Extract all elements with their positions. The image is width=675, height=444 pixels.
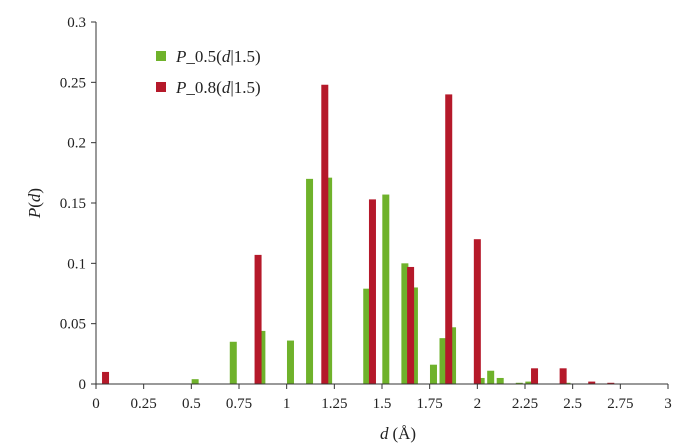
bars-layer: [102, 84, 615, 385]
legend: P_0.5(d|1.5) P_0.8(d|1.5): [156, 47, 261, 97]
x-axis-title: d (Å): [380, 424, 416, 443]
bar-series-2: [473, 239, 481, 384]
x-tick-label: 1.25: [321, 396, 347, 412]
x-tick-label: 2.5: [563, 396, 582, 412]
x-tick-label: 1.5: [373, 396, 392, 412]
x-tick-label: 2: [474, 396, 482, 412]
legend-label-series-1-d: d: [222, 47, 231, 66]
legend-label-series-2: P_0.8(d|1.5): [175, 78, 261, 97]
x-tick-label: 2.75: [607, 396, 633, 412]
legend-label-series-1-given: |1.5): [230, 47, 260, 66]
x-tick-label: 1.75: [417, 396, 443, 412]
y-tick-label: 0.3: [67, 15, 86, 31]
bar-series-2: [321, 84, 329, 384]
bar-series-1: [429, 364, 437, 384]
bar-series-1: [515, 382, 523, 384]
bar-series-1: [286, 340, 294, 384]
x-tick-label: 2.25: [512, 396, 538, 412]
x-ticks: 0 0.25 0.5 0.75 1 1.25 1.5 1.75 2 2.25 2.5 2.75 3: [92, 384, 672, 412]
legend-label-series-1-p: P: [175, 47, 186, 66]
bar-series-1: [439, 338, 447, 384]
x-tick-label: 3: [664, 396, 672, 412]
y-axis-title: P(d): [25, 188, 44, 219]
bar-series-1: [401, 263, 409, 384]
bar-series-1: [410, 287, 418, 384]
bar-series-1: [496, 377, 504, 384]
legend-swatch-series-2: [156, 82, 166, 92]
legend-label-series-1-sub: _0.5(: [185, 47, 222, 66]
bar-series-2: [531, 368, 539, 384]
bar-series-2: [368, 199, 376, 384]
x-tick-label: 0.25: [131, 396, 157, 412]
y-axis-title-p: P: [25, 208, 44, 219]
legend-label-series-2-sub: _0.8(: [185, 78, 222, 97]
bar-series-1: [191, 379, 199, 384]
y-tick-label: 0.15: [60, 196, 86, 212]
x-tick-label: 0.75: [226, 396, 252, 412]
bar-series-2: [588, 381, 596, 384]
y-axis-title-close: ): [25, 188, 44, 194]
bar-series-1: [382, 194, 390, 384]
bar-series-2: [607, 382, 615, 384]
bar-series-2: [102, 371, 110, 384]
y-axis-title-variable: d: [25, 193, 44, 202]
bar-series-1: [487, 370, 495, 384]
legend-label-series-2-p: P: [175, 78, 186, 97]
x-axis-title-unit: (Å): [392, 424, 416, 443]
bar-series-2: [254, 254, 262, 384]
y-tick-label: 0.05: [60, 317, 86, 333]
x-axis-title-variable: d: [380, 424, 389, 443]
bar-series-1: [258, 330, 266, 384]
y-axis-title-open: (: [25, 202, 44, 208]
y-ticks: 0 0.05 0.1 0.15 0.2 0.25 0.3: [60, 15, 96, 393]
bar-series-1: [363, 288, 371, 384]
bar-series-1: [477, 377, 485, 384]
legend-label-series-2-d: d: [222, 78, 231, 97]
bar-series-2: [407, 266, 415, 384]
axes-layer: [95, 22, 668, 385]
bar-series-1: [563, 382, 571, 384]
bar-series-2: [559, 368, 567, 384]
y-tick-label: 0.1: [67, 256, 86, 272]
bar-series-1: [525, 381, 533, 384]
legend-swatch-series-1: [156, 51, 166, 61]
legend-item-series-2: P_0.8(d|1.5): [156, 78, 261, 97]
x-tick-label: 0.5: [182, 396, 201, 412]
y-tick-label: 0: [79, 377, 87, 393]
bar-series-1: [449, 327, 457, 384]
legend-label-series-1: P_0.5(d|1.5): [175, 47, 261, 66]
x-tick-label: 0: [92, 396, 100, 412]
y-tick-label: 0.25: [60, 75, 86, 91]
bar-series-1: [306, 178, 314, 384]
legend-item-series-1: P_0.5(d|1.5): [156, 47, 261, 66]
x-tick-label: 1: [283, 396, 291, 412]
legend-label-series-2-given: |1.5): [230, 78, 260, 97]
bar-series-1: [229, 341, 237, 384]
y-tick-label: 0.2: [67, 136, 86, 152]
bar-series-1: [325, 177, 333, 384]
bar-series-2: [445, 94, 453, 385]
